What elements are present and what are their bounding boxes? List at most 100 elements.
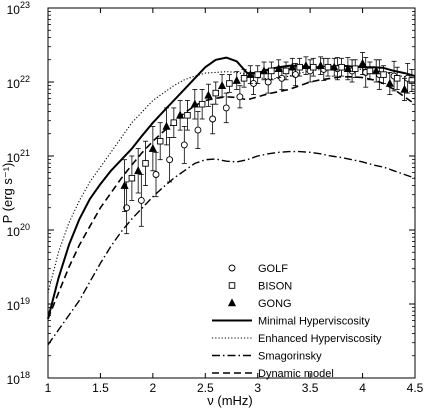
data-point-bison: [184, 112, 191, 119]
data-point-golf: [123, 204, 131, 212]
y-tick-exponent: 22: [20, 74, 30, 84]
data-point-gong: [301, 61, 311, 70]
data-point-golf: [180, 141, 188, 149]
data-point-golf: [209, 115, 217, 123]
data-point-bison: [296, 63, 303, 71]
data-point-gong: [400, 84, 409, 93]
x-axis-title: ν (mHz): [207, 393, 253, 408]
series-smagorinsky: [47, 150, 416, 346]
data-point-gong: [316, 61, 325, 70]
data-point-gong: [217, 81, 227, 89]
data-point-gong: [176, 110, 185, 119]
series-layer: [47, 52, 416, 346]
y-tick-base: 10: [7, 151, 21, 165]
y-tick-exponent: 21: [20, 148, 30, 158]
data-point-gong: [372, 66, 381, 75]
y-tick-label: 1021: [7, 148, 30, 165]
x-tick-label: 4.5: [407, 381, 424, 395]
data-point-golf: [166, 156, 174, 164]
data-point-golf: [264, 78, 272, 86]
data-point-golf: [152, 171, 160, 178]
data-point-gong: [120, 180, 129, 189]
data-point-bison: [198, 100, 206, 108]
data-point-bison: [226, 80, 233, 87]
y-tick-exponent: 19: [20, 296, 30, 306]
data-point-golf: [292, 71, 299, 79]
data-point-golf: [236, 93, 244, 101]
data-point-bison: [366, 67, 374, 75]
series-dynamic-model: [47, 76, 416, 320]
legend-label-bison: BISON: [258, 281, 292, 293]
y-tick-exponent: 23: [20, 0, 30, 10]
y-tick-base: 10: [7, 3, 21, 17]
y-axis-title: P (erg s⁻¹): [0, 163, 15, 224]
legend-marker-bison: [228, 282, 236, 289]
series-line-dynamic-model: [47, 76, 416, 320]
data-point-gong: [232, 75, 241, 84]
data-point-bison: [156, 137, 164, 145]
data-point-gong: [162, 121, 171, 130]
data-point-bison: [310, 63, 317, 71]
legend-label-golf: GOLF: [258, 263, 288, 275]
x-tick-label: 1: [45, 381, 52, 395]
x-tick-label: 2.5: [197, 381, 214, 395]
series-golf: [123, 57, 412, 235]
series-gong: [120, 52, 409, 212]
data-point-gong: [343, 64, 352, 72]
data-point-bison: [324, 63, 332, 71]
data-point-bison: [128, 174, 136, 182]
y-tick-base: 10: [7, 373, 21, 387]
data-point-gong: [204, 90, 213, 99]
x-axis: 1 1.5 2 2.5 3 3.5 4 4.5: [45, 8, 424, 395]
data-point-gong: [134, 166, 143, 175]
legend-label-smagorinsky: Smagorinsky: [258, 351, 322, 363]
legend-label-minimal-hyperviscosity: Minimal Hyperviscosity: [258, 316, 370, 328]
legend-label-enhanced-hyperviscosity: Enhanced Hyperviscosity: [258, 333, 382, 345]
data-point-bison: [254, 71, 261, 78]
data-point-gong: [259, 66, 269, 75]
data-point-bison: [240, 75, 248, 82]
data-point-bison: [170, 119, 178, 126]
x-tick-label: 2: [150, 381, 157, 395]
legend-marker-gong: [227, 298, 237, 307]
x-tick-label: 1.5: [92, 381, 109, 395]
data-point-golf: [194, 126, 202, 134]
data-point-golf: [278, 74, 286, 82]
data-point-bison: [142, 160, 149, 167]
plot-frame: [47, 7, 416, 379]
y-tick-label: 1018: [7, 370, 30, 387]
data-point-bison: [351, 65, 359, 72]
data-point-bison: [393, 75, 401, 82]
y-tick-base: 10: [7, 299, 21, 313]
legend-label-dynamic-model: Dynamic model: [258, 368, 334, 380]
data-point-gong: [190, 99, 199, 108]
data-point-gong: [385, 78, 394, 87]
y-tick-base: 10: [7, 77, 21, 91]
y-tick-exponent: 18: [20, 370, 30, 380]
x-tick-label: 3.5: [302, 381, 319, 395]
data-point-gong: [246, 69, 255, 78]
x-tick-label: 4: [359, 381, 366, 395]
y-tick-exponent: 20: [20, 222, 30, 232]
data-point-bison: [212, 89, 220, 97]
y-tick-label: 1019: [7, 296, 30, 313]
y-tick-base: 10: [7, 225, 21, 239]
series-line-smagorinsky: [47, 150, 416, 346]
data-point-gong: [274, 64, 283, 72]
data-point-bison: [380, 71, 387, 78]
data-point-bison: [282, 67, 290, 75]
data-point-golf: [137, 196, 145, 204]
y-tick-label: 1020: [7, 222, 30, 239]
data-point-gong: [330, 62, 339, 71]
data-point-bison: [268, 67, 275, 75]
series-bison: [128, 57, 416, 201]
y-tick-label: 1023: [7, 0, 30, 17]
data-point-golf: [222, 104, 230, 112]
x-tick-label: 3: [254, 381, 261, 395]
data-point-gong: [288, 62, 297, 71]
y-tick-label: 1022: [7, 74, 30, 91]
data-point-gong: [358, 58, 367, 67]
legend-marker-golf: [228, 264, 236, 272]
